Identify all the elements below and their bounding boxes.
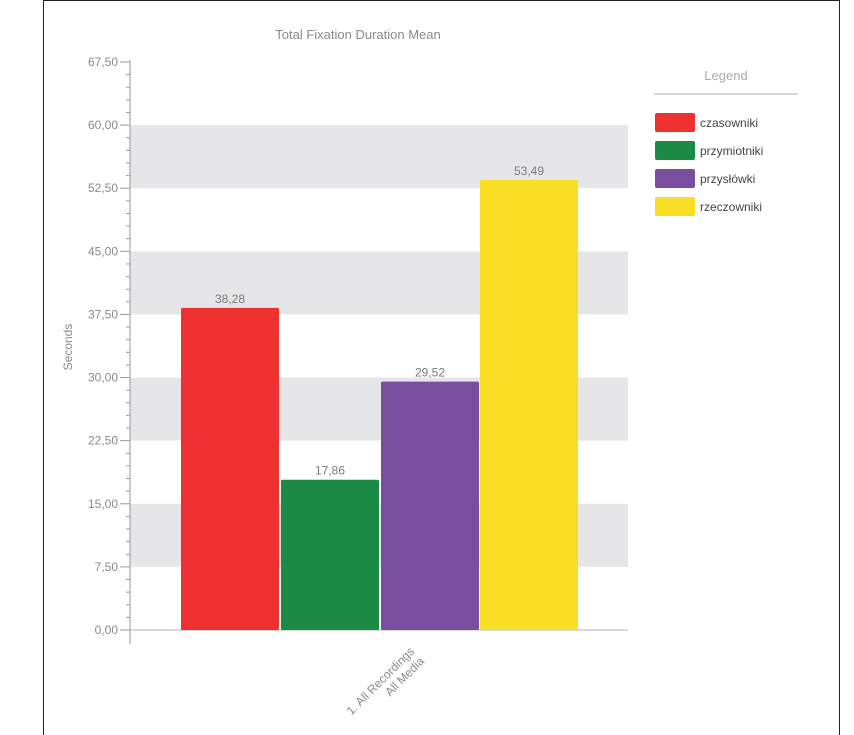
bar-czasowniki: [181, 307, 279, 630]
legend-label: czasowniki: [700, 116, 758, 130]
legend-swatch-przysłówki: [655, 169, 695, 188]
grid-band: [130, 125, 628, 189]
legend-swatch-czasowniki: [655, 113, 695, 132]
chart-title: Total Fixation Duration Mean: [275, 27, 440, 42]
bar-przymiotniki: [281, 479, 379, 630]
y-tick-label: 7,50: [95, 560, 119, 574]
frame-left-border: [43, 0, 44, 735]
bar-value-label: 29,52: [415, 366, 445, 380]
frame-right-border: [839, 0, 840, 735]
bar-value-label: 53,49: [514, 164, 544, 178]
bar-value-labels: 38,28 17,86 29,52 53,49: [215, 164, 544, 478]
y-tick-label: 67,50: [88, 55, 118, 69]
bar-value-label: 17,86: [315, 464, 345, 478]
y-tick-label: 0,00: [95, 623, 119, 637]
y-tick-label: 60,00: [88, 118, 118, 132]
y-tick-label: 30,00: [88, 371, 118, 385]
legend-label: przysłówki: [700, 172, 755, 186]
legend-swatch-rzeczowniki: [655, 197, 695, 216]
bar-przysłówki: [381, 381, 479, 630]
frame-top-border: [43, 0, 840, 1]
legend-swatch-przymiotniki: [655, 141, 695, 160]
bar-value-label: 38,28: [215, 292, 245, 306]
y-axis-label: Seconds: [61, 324, 75, 371]
y-tick-label: 52,50: [88, 181, 118, 195]
y-tick-label: 37,50: [88, 307, 118, 321]
legend: Legend czasowniki przymiotniki przysłówki r…: [654, 68, 798, 216]
bar-rzeczowniki: [480, 179, 578, 631]
bars: [181, 179, 578, 631]
y-tick-label: 45,00: [88, 244, 118, 258]
y-tick-label: 22,50: [88, 434, 118, 448]
legend-label: rzeczowniki: [700, 200, 762, 214]
y-axis: 0,00 7,50 15,00 22,50 30,00 37,50 45,00 52,50 60…: [88, 55, 628, 644]
legend-label: przymiotniki: [700, 144, 763, 158]
legend-title: Legend: [704, 68, 747, 83]
y-tick-label: 15,00: [88, 497, 118, 511]
